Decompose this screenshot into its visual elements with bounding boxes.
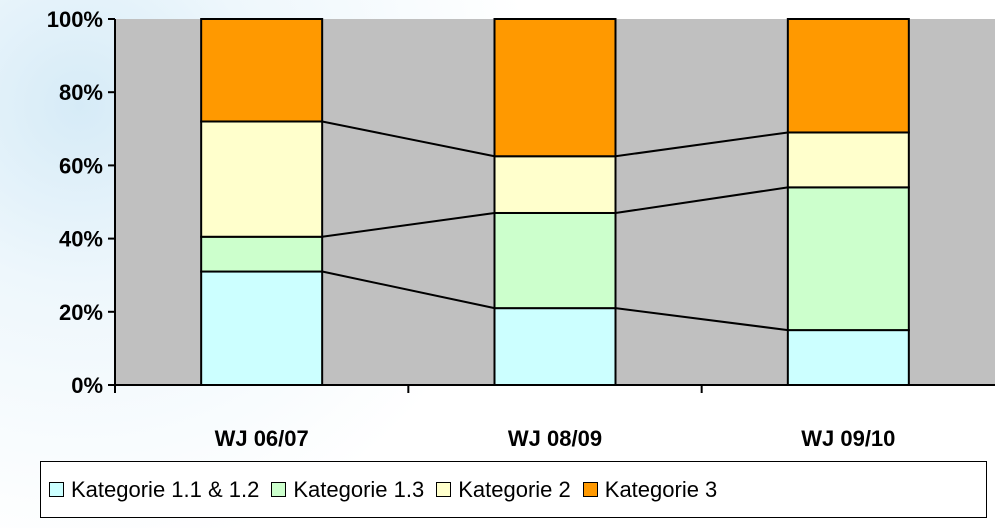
x-tick-label: WJ 09/10 (801, 426, 895, 451)
y-tick-label: 20% (59, 300, 103, 325)
y-tick-label: 0% (71, 373, 103, 398)
plot-area: 0% 20% 40% 60% 80% 100% WJ 06/07 WJ 08/09 WJ 09/… (47, 7, 995, 451)
stacked-bar-chart: 0% 20% 40% 60% 80% 100% WJ 06/07 WJ 08/09 WJ 09/… (47, 7, 995, 451)
y-tick-label: 100% (47, 7, 103, 32)
series-line (615, 131, 788, 158)
legend-label: Kategorie 1.3 (293, 476, 425, 502)
bar-segment (786, 186, 910, 332)
series-line (615, 186, 788, 214)
series-line (615, 307, 788, 332)
bar-segment (200, 18, 324, 123)
bar-segment (493, 307, 617, 387)
bar-segment (786, 18, 910, 134)
legend-item: Kategorie 1.1 & 1.2 (49, 477, 259, 503)
bar-segment (200, 120, 324, 238)
legend-label: Kategorie 1.1 & 1.2 (71, 476, 260, 502)
legend-item: Kategorie 1.3 (271, 477, 424, 503)
series-line (321, 120, 495, 158)
legend-swatch (582, 482, 598, 497)
y-tick-label: 80% (59, 80, 103, 105)
series-line (321, 270, 495, 310)
y-tick-label: 60% (59, 153, 103, 178)
legend-label: Kategorie 2 (458, 476, 571, 502)
legend-swatch (271, 482, 287, 497)
x-tick-label: WJ 08/09 (508, 426, 602, 451)
bar-segment (200, 270, 324, 387)
bar-segment (493, 18, 617, 158)
legend-swatch (49, 482, 64, 497)
legend: Kategorie 1.1 & 1.2 Kategorie 1.3 Kategori… (40, 461, 987, 518)
y-tick-label: 40% (59, 227, 103, 252)
legend-swatch (436, 482, 452, 497)
legend-item: Kategorie 3 (582, 476, 718, 503)
series-line (322, 211, 495, 238)
bar-segment (493, 155, 617, 214)
bar-segment (200, 235, 324, 273)
bar-segment (493, 211, 617, 310)
bar-segment (786, 329, 910, 387)
legend-label: Kategorie 3 (604, 476, 718, 502)
x-tick-label: WJ 06/07 (215, 426, 309, 451)
legend-item: Kategorie 2 (436, 477, 571, 503)
bar-segment (786, 131, 910, 189)
